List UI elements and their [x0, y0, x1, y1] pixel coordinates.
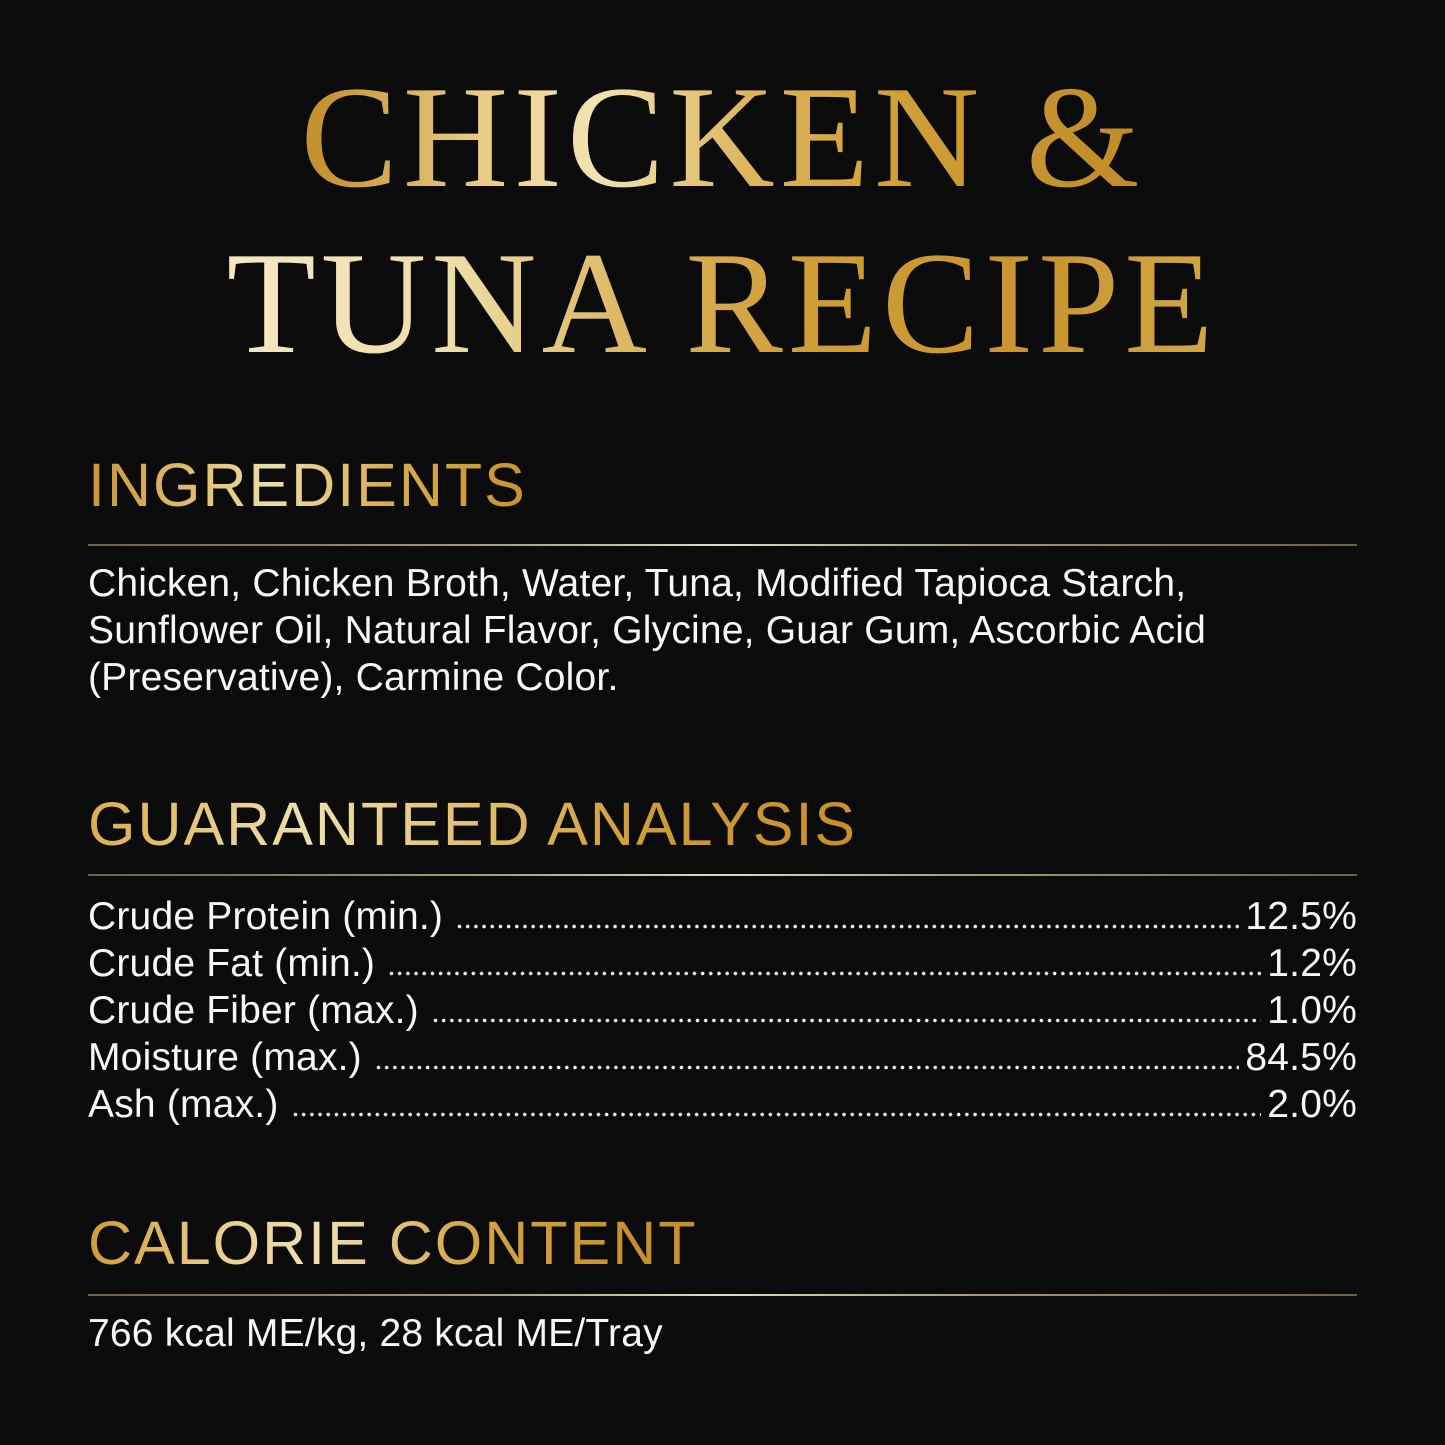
calorie-content-divider [88, 1294, 1357, 1297]
calorie-content-section: CALORIE CONTENT 766 kcal ME/kg, 28 kcal … [88, 1208, 1357, 1357]
guaranteed-analysis-section: GUARANTEED ANALYSIS Crude Protein (min.)… [88, 789, 1357, 1128]
dotted-leader [375, 1065, 1240, 1071]
analysis-value: 1.2% [1267, 942, 1357, 986]
analysis-row-crude-protein: Crude Protein (min.) 12.5% [88, 893, 1357, 940]
analysis-label: Crude Fiber (max.) [88, 989, 419, 1033]
guaranteed-analysis-divider [88, 874, 1357, 877]
calorie-content-text: 766 kcal ME/kg, 28 kcal ME/Tray [88, 1312, 663, 1356]
ingredients-divider [88, 544, 1357, 547]
product-title: CHICKEN & TUNA RECIPE [88, 54, 1357, 386]
analysis-label: Crude Fat (min.) [88, 942, 376, 986]
dotted-leader [457, 924, 1240, 930]
analysis-value: 2.0% [1267, 1083, 1357, 1127]
product-title-line2: TUNA RECIPE [88, 220, 1357, 386]
analysis-label: Moisture (max.) [88, 1036, 362, 1080]
calorie-content-heading: CALORIE CONTENT [88, 1209, 698, 1278]
analysis-row-crude-fat: Crude Fat (min.) 1.2% [88, 940, 1357, 987]
analysis-label: Ash (max.) [88, 1083, 279, 1127]
dotted-leader [432, 1018, 1262, 1024]
guaranteed-analysis-table: Crude Protein (min.) 12.5% Crude Fat (mi… [88, 893, 1357, 1128]
analysis-value: 1.0% [1267, 989, 1357, 1033]
analysis-row-crude-fiber: Crude Fiber (max.) 1.0% [88, 987, 1357, 1034]
analysis-label: Crude Protein (min.) [88, 895, 444, 939]
analysis-value: 12.5% [1245, 895, 1357, 939]
analysis-row-ash: Ash (max.) 2.0% [88, 1081, 1357, 1128]
guaranteed-analysis-heading: GUARANTEED ANALYSIS [88, 790, 858, 859]
dotted-leader [292, 1112, 1262, 1118]
ingredients-text: Chicken, Chicken Broth, Water, Tuna, Mod… [88, 562, 1207, 700]
analysis-value: 84.5% [1245, 1036, 1357, 1080]
ingredients-heading: INGREDIENTS [88, 451, 527, 519]
product-title-line1: CHICKEN & [88, 54, 1357, 220]
ingredients-section: INGREDIENTS Chicken, Chicken Broth, Wate… [88, 450, 1357, 701]
dotted-leader [389, 971, 1262, 977]
analysis-row-moisture: Moisture (max.) 84.5% [88, 1034, 1357, 1081]
